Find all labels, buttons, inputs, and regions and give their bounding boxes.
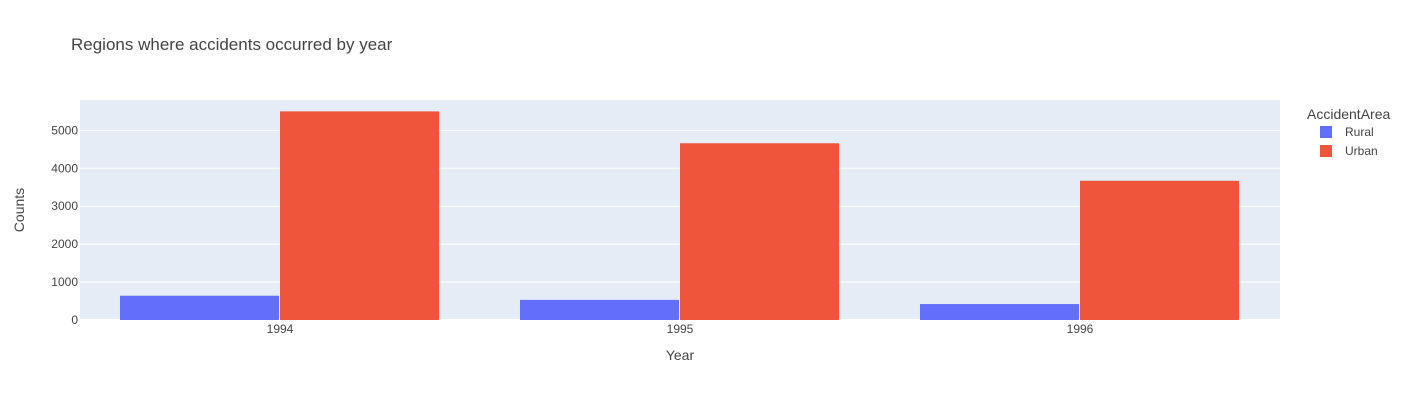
y-tick-label: 1000 [51, 275, 78, 289]
legend-swatch-rural[interactable] [1320, 126, 1332, 138]
y-tick-label: 4000 [51, 161, 78, 175]
bar-rural-1996[interactable] [920, 304, 1079, 320]
y-tick-label: 0 [71, 313, 78, 327]
bar-rural-1995[interactable] [520, 299, 679, 320]
y-tick-label: 3000 [51, 199, 78, 213]
chart-title: Regions where accidents occurred by year [71, 35, 393, 54]
bar-urban-1995[interactable] [680, 143, 839, 320]
bar-rural-1994[interactable] [120, 295, 279, 320]
legend-label-urban[interactable]: Urban [1345, 144, 1378, 158]
legend[interactable]: AccidentArea Rural Urban [1307, 106, 1390, 158]
x-tick-label: 1994 [267, 322, 294, 336]
x-tick-label: 1996 [1067, 322, 1094, 336]
y-tick-label: 5000 [51, 123, 78, 137]
bar-urban-1996[interactable] [1080, 180, 1239, 320]
bars [120, 111, 1239, 321]
legend-title: AccidentArea [1307, 106, 1390, 122]
x-axis-title: Year [666, 347, 695, 363]
y-axis-title: Counts [11, 188, 27, 232]
y-axis-ticks: 0 1000 2000 3000 4000 5000 [51, 123, 78, 327]
x-axis-ticks: 1994 1995 1996 [267, 322, 1094, 336]
bar-urban-1994[interactable] [280, 111, 439, 321]
y-tick-label: 2000 [51, 237, 78, 251]
x-tick-label: 1995 [667, 322, 694, 336]
legend-swatch-urban[interactable] [1320, 145, 1332, 157]
legend-label-rural[interactable]: Rural [1345, 125, 1374, 139]
